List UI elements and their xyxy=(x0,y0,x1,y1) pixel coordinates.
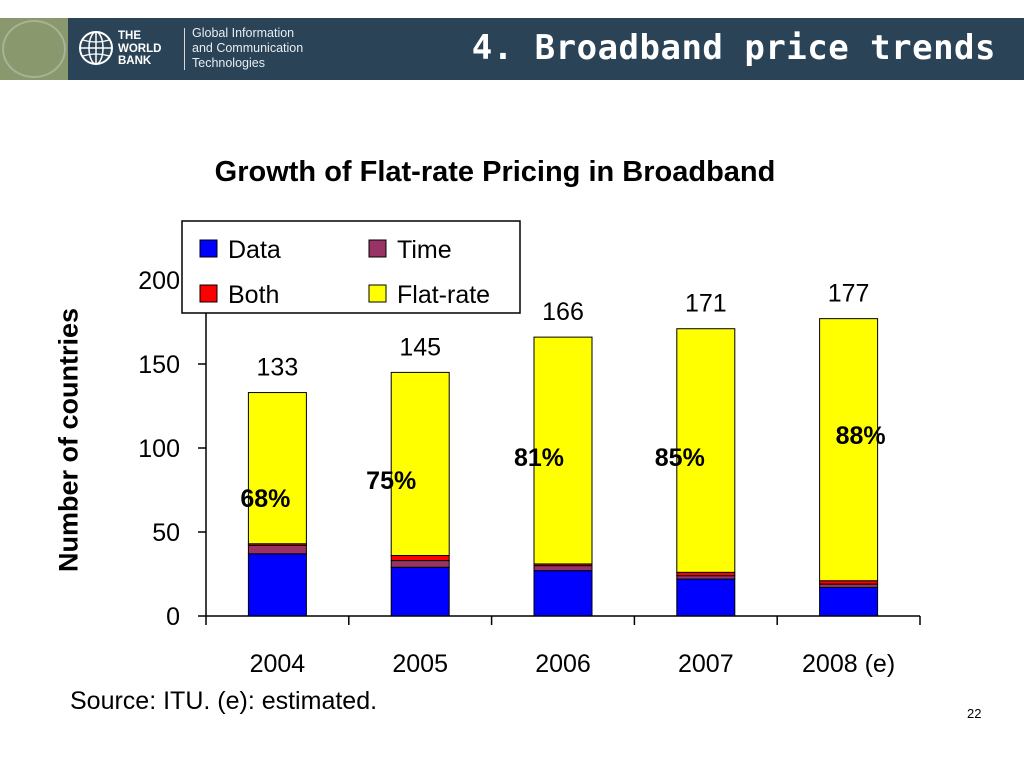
source-note: Source: ITU. (e): estimated. xyxy=(70,687,378,715)
y-tick-label-50: 50 xyxy=(152,519,180,547)
bar-segment-time-3 xyxy=(676,575,736,580)
bar-segment-data-2 xyxy=(533,570,593,617)
bar-segment-flatrate-4 xyxy=(819,318,879,582)
logo-divider xyxy=(184,28,185,70)
bar-segment-flatrate-0 xyxy=(247,392,307,545)
bar-segment-data-3 xyxy=(676,578,736,617)
bar-segment-data-0 xyxy=(247,553,307,617)
y-tick-label-200: 200 xyxy=(138,267,180,295)
bar-segment-flatrate-3 xyxy=(676,328,736,573)
x-tick-label-2: 2006 xyxy=(535,650,591,678)
slide-title: 4. Broadband price trends xyxy=(471,28,996,68)
total-label-0: 133 xyxy=(257,354,299,382)
unit-line-2: and Communication xyxy=(192,41,304,55)
legend-swatch-time xyxy=(368,239,387,258)
logo-line-1: THE xyxy=(118,30,141,42)
world-bank-logo: THE WORLD BANK xyxy=(74,28,178,70)
total-label-3: 171 xyxy=(685,290,727,318)
bar-segment-data-1 xyxy=(390,566,450,617)
logo-line-2: WORLD xyxy=(118,42,162,55)
legend-swatch-flatrate xyxy=(368,284,387,303)
bar-segment-data-4 xyxy=(819,586,879,617)
legend-label-data: Data xyxy=(228,236,281,264)
unit-line-1: Global Information xyxy=(192,26,295,40)
legend-box xyxy=(181,220,521,314)
bar-segment-both-4 xyxy=(819,580,879,585)
y-tick-label-100: 100 xyxy=(138,435,180,463)
globe-icon xyxy=(79,31,113,65)
total-label-4: 177 xyxy=(828,280,870,308)
logo-wordmark: THE WORLD BANK xyxy=(118,30,161,68)
y-tick-label-150: 150 xyxy=(138,351,180,379)
legend-label-both: Both xyxy=(228,281,279,309)
bar-segment-flatrate-1 xyxy=(390,371,450,557)
unit-line-3: Technologies xyxy=(192,56,265,70)
bar-segment-both-1 xyxy=(390,555,450,562)
bar-segment-both-3 xyxy=(676,571,736,577)
header-banner: THE WORLD BANK Global Information and Co… xyxy=(0,18,1024,80)
bar-segment-time-0 xyxy=(247,544,307,555)
percent-label-4: 88% xyxy=(836,422,886,450)
total-label-2: 166 xyxy=(542,298,584,326)
bar-segment-time-2 xyxy=(533,565,593,572)
legend-label-flatrate: Flat-rate xyxy=(397,281,490,309)
x-tick-label-4: 2008 (e) xyxy=(802,650,895,678)
percent-label-2: 81% xyxy=(514,444,564,472)
banner-side-panel xyxy=(0,18,68,80)
percent-label-1: 75% xyxy=(366,467,416,495)
x-tick-label-3: 2007 xyxy=(678,650,734,678)
page-number: 22 xyxy=(967,706,982,721)
total-label-1: 145 xyxy=(399,333,441,361)
bar-segment-time-4 xyxy=(819,583,879,588)
globe-watermark-icon xyxy=(2,20,66,78)
x-tick-label-0: 2004 xyxy=(250,650,306,678)
legend-swatch-data xyxy=(199,239,218,258)
percent-label-3: 85% xyxy=(655,444,705,472)
legend-swatch-both xyxy=(199,284,218,303)
chart-title: Growth of Flat-rate Pricing in Broadband xyxy=(214,156,776,188)
bar-segment-time-1 xyxy=(390,560,450,568)
percent-label-0: 68% xyxy=(240,485,290,513)
legend-label-time: Time xyxy=(397,236,452,264)
unit-name: Global Information and Communication Tec… xyxy=(192,26,303,71)
x-tick-label-1: 2005 xyxy=(392,650,448,678)
y-tick-label-0: 0 xyxy=(166,603,180,631)
bar-segment-flatrate-2 xyxy=(533,336,593,565)
logo-line-3: BANK xyxy=(118,55,152,67)
